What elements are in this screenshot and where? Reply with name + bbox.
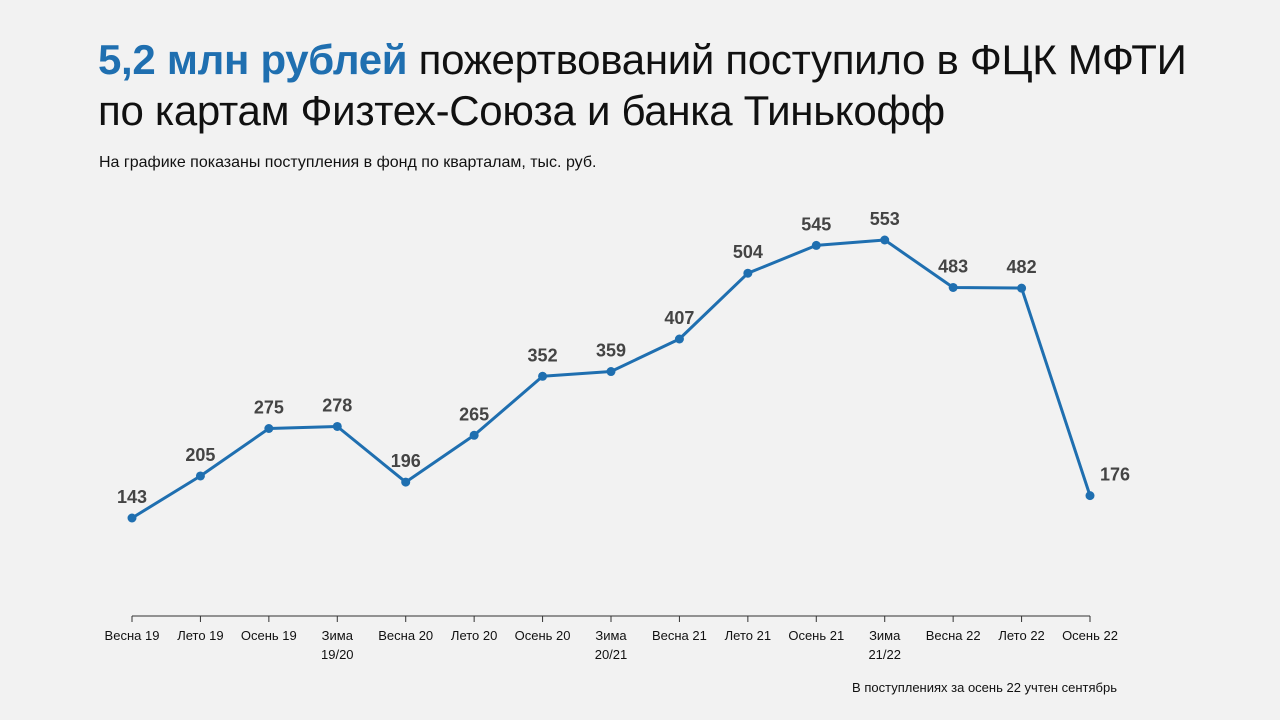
- data-label: 545: [801, 214, 831, 234]
- data-label: 352: [528, 345, 558, 365]
- data-point: [469, 430, 479, 440]
- x-tick-label: Лето 19: [177, 628, 223, 643]
- data-label: 482: [1007, 257, 1037, 277]
- x-tick-label: Лето 20: [451, 628, 497, 643]
- data-label: 265: [459, 404, 489, 424]
- data-point: [127, 513, 137, 523]
- data-point: [948, 282, 958, 292]
- x-tick-label: Весна 22: [926, 628, 981, 643]
- data-label: 359: [596, 341, 626, 361]
- x-tick-label: Весна 19: [105, 628, 160, 643]
- x-tick-label: Зима 21/22: [868, 628, 901, 662]
- x-tick-label: Осень 19: [241, 628, 297, 643]
- data-label: 553: [870, 209, 900, 229]
- x-tick-label: Зима 19/20: [321, 628, 354, 662]
- data-point: [401, 477, 411, 487]
- data-label: 205: [185, 445, 215, 465]
- x-tick-label: Осень 20: [515, 628, 571, 643]
- data-point: [743, 268, 753, 278]
- x-tick-label: Весна 20: [378, 628, 433, 643]
- data-point: [1017, 283, 1027, 293]
- headline: 5,2 млн рублей пожертвований поступило в…: [98, 34, 1198, 136]
- x-tick-label: Весна 21: [652, 628, 707, 643]
- data-point: [264, 423, 274, 433]
- data-label: 176: [1100, 465, 1130, 485]
- headline-rest: пожертвований поступило в ФЦК МФТИ по ка…: [98, 36, 1187, 134]
- data-point: [606, 367, 616, 377]
- data-label: 275: [254, 397, 284, 417]
- x-tick-label: Осень 22: [1062, 628, 1118, 643]
- headline-accent: 5,2 млн рублей: [98, 36, 408, 83]
- data-label: 196: [391, 451, 421, 471]
- data-label: 504: [733, 242, 763, 262]
- data-label: 407: [664, 308, 694, 328]
- data-point: [195, 471, 205, 481]
- data-label: 483: [938, 256, 968, 276]
- data-point: [880, 235, 890, 245]
- x-tick-label: Лето 22: [998, 628, 1044, 643]
- chart-subtitle: На графике показаны поступления в фонд п…: [99, 154, 597, 171]
- data-label: 143: [117, 487, 147, 507]
- series-line: [130, 238, 1092, 520]
- data-label: 278: [322, 395, 352, 415]
- data-point: [538, 371, 548, 381]
- x-tick-label: Зима 20/21: [595, 628, 628, 662]
- x-tick-label: Лето 21: [725, 628, 771, 643]
- data-point: [811, 240, 821, 250]
- x-tick-label: Осень 21: [788, 628, 844, 643]
- data-point: [332, 421, 342, 431]
- footnote: В поступлениях за осень 22 учтен сентябр…: [852, 680, 1117, 695]
- data-point: [1085, 491, 1095, 501]
- data-point: [674, 334, 684, 344]
